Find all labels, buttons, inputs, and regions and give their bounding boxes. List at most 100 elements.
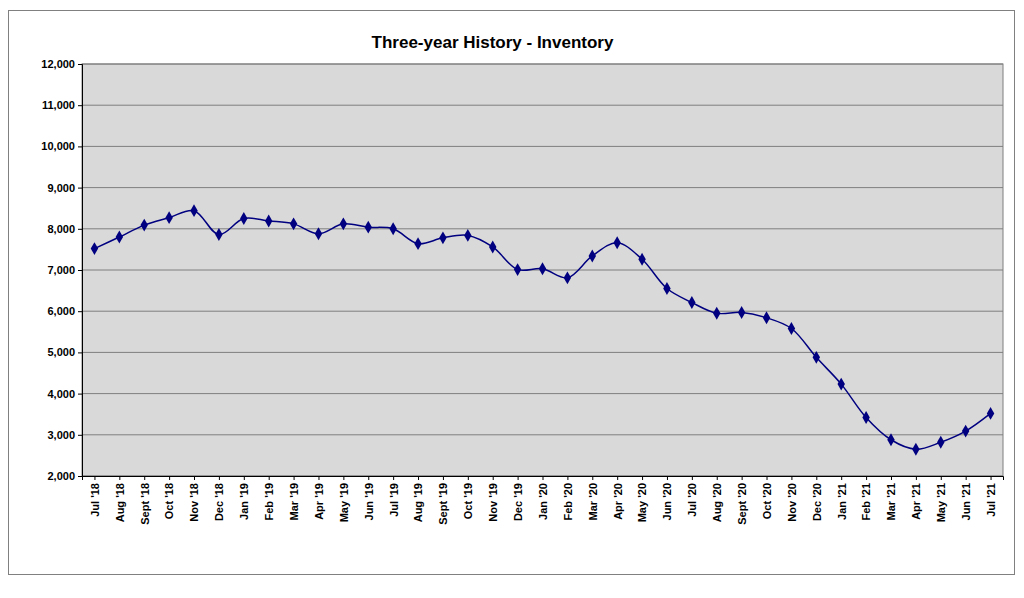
x-tick-label: Apr '19 [313, 483, 325, 520]
chart-title: Three-year History - Inventory [372, 33, 614, 52]
x-tick-label: Feb '21 [860, 483, 872, 520]
x-tick: Jan '20 [537, 476, 549, 520]
x-tick-label: Nov '19 [487, 483, 499, 522]
x-tick: Sept '20 [736, 476, 748, 525]
x-tick-label: Jun '21 [960, 483, 972, 520]
x-tick: Nov '19 [487, 476, 499, 522]
x-tick-label: Feb '20 [562, 483, 574, 520]
x-tick-mark [966, 476, 967, 480]
x-tick-mark [717, 476, 718, 480]
marker [713, 307, 720, 320]
x-tick-mark [518, 476, 519, 480]
x-tick-label: Jun '20 [661, 483, 673, 520]
x-tick-mark [866, 476, 867, 480]
grid-line [82, 393, 1003, 394]
x-tick: Jan '19 [238, 476, 250, 520]
x-tick-label: Sept '18 [139, 483, 151, 525]
grid [82, 64, 1003, 476]
marker [962, 425, 969, 438]
y-tick: 4,000 [47, 388, 82, 400]
x-tick-mark [493, 476, 494, 480]
marker [912, 443, 919, 456]
marker [141, 219, 148, 232]
x-tick-label: Sept '20 [736, 483, 748, 525]
x-axis-line [83, 477, 1004, 481]
marker [788, 322, 795, 335]
marker [215, 228, 222, 241]
marker [290, 217, 297, 230]
x-tick-label: Mar '20 [587, 483, 599, 520]
x-tick-label: May '19 [338, 483, 350, 522]
x-tick: Jun '21 [960, 476, 972, 520]
y-tick-label: 11,000 [42, 99, 75, 111]
x-tick: Oct '20 [761, 476, 773, 519]
x-tick-mark [368, 476, 369, 480]
x-tick-mark [169, 476, 170, 480]
x-tick: Aug '18 [114, 476, 126, 522]
x-tick-mark [941, 476, 942, 480]
y-tick: 5,000 [47, 346, 82, 358]
x-tick-label: Jan '19 [238, 483, 250, 520]
x-tick-label: Nov '20 [786, 483, 798, 522]
x-tick-mark [916, 476, 917, 480]
y-tick: 10,000 [41, 140, 82, 152]
x-tick-mark [742, 476, 743, 480]
x-tick: Jun '20 [661, 476, 673, 520]
x-tick-mark [667, 476, 668, 480]
marker [663, 282, 670, 295]
marker [837, 378, 844, 391]
x-tick-mark [642, 476, 643, 480]
y-tick-mark [78, 311, 82, 312]
x-tick: Aug '19 [412, 476, 424, 522]
x-tick-mark [119, 476, 120, 480]
x-tick-label: Oct '18 [163, 483, 175, 519]
marker [91, 242, 98, 255]
grid-line [82, 228, 1003, 229]
y-tick: 11,000 [42, 99, 82, 111]
grid-line [82, 311, 1003, 312]
x-tick-mark [692, 476, 693, 480]
x-tick: Jan '21 [836, 476, 848, 520]
y-tick-label: 6,000 [47, 305, 75, 317]
x-tick: Mar '19 [288, 476, 300, 520]
x-tick-mark [269, 476, 270, 480]
y-tick-label: 7,000 [47, 264, 75, 276]
x-tick-label: Dec '20 [811, 483, 823, 521]
x-tick-mark [567, 476, 568, 480]
x-axis: Jul '18Aug '18Sept '18Oct '18Nov '18Dec … [83, 476, 1004, 525]
x-tick: Jul '19 [387, 476, 399, 517]
x-tick-label: Oct '20 [761, 483, 773, 519]
marker [987, 407, 994, 420]
x-tick: Aug '20 [711, 476, 723, 522]
x-tick: Oct '19 [462, 476, 474, 519]
x-tick-label: Mar '19 [288, 483, 300, 520]
y-tick-label: 2,000 [47, 470, 75, 482]
x-tick-label: Feb '19 [263, 483, 275, 520]
marker [464, 229, 471, 242]
x-tick-mark [418, 476, 419, 480]
x-tick: Feb '21 [860, 476, 872, 520]
grid-line [82, 434, 1003, 435]
marks [91, 204, 995, 455]
x-tick-label: Jun '19 [363, 483, 375, 520]
marker [265, 215, 272, 228]
marker [738, 306, 745, 319]
x-tick: Sept '19 [437, 476, 449, 525]
x-tick: Dec '19 [512, 476, 524, 521]
x-tick-label: Jan '21 [836, 483, 848, 520]
y-tick-mark [78, 476, 82, 477]
plot-background [82, 64, 1003, 476]
x-tick-label: Oct '19 [462, 483, 474, 519]
x-tick-mark [318, 476, 319, 480]
y-tick-label: 3,000 [47, 429, 75, 441]
x-tick: Mar '20 [587, 476, 599, 520]
marker [613, 236, 620, 249]
x-tick-label: Apr '20 [612, 483, 624, 520]
marker [539, 262, 546, 275]
x-tick-label: Aug '18 [114, 483, 126, 522]
marker [165, 211, 172, 224]
marker [340, 217, 347, 230]
marker [813, 351, 820, 364]
marker [365, 221, 372, 234]
x-tick: Apr '21 [910, 476, 922, 520]
